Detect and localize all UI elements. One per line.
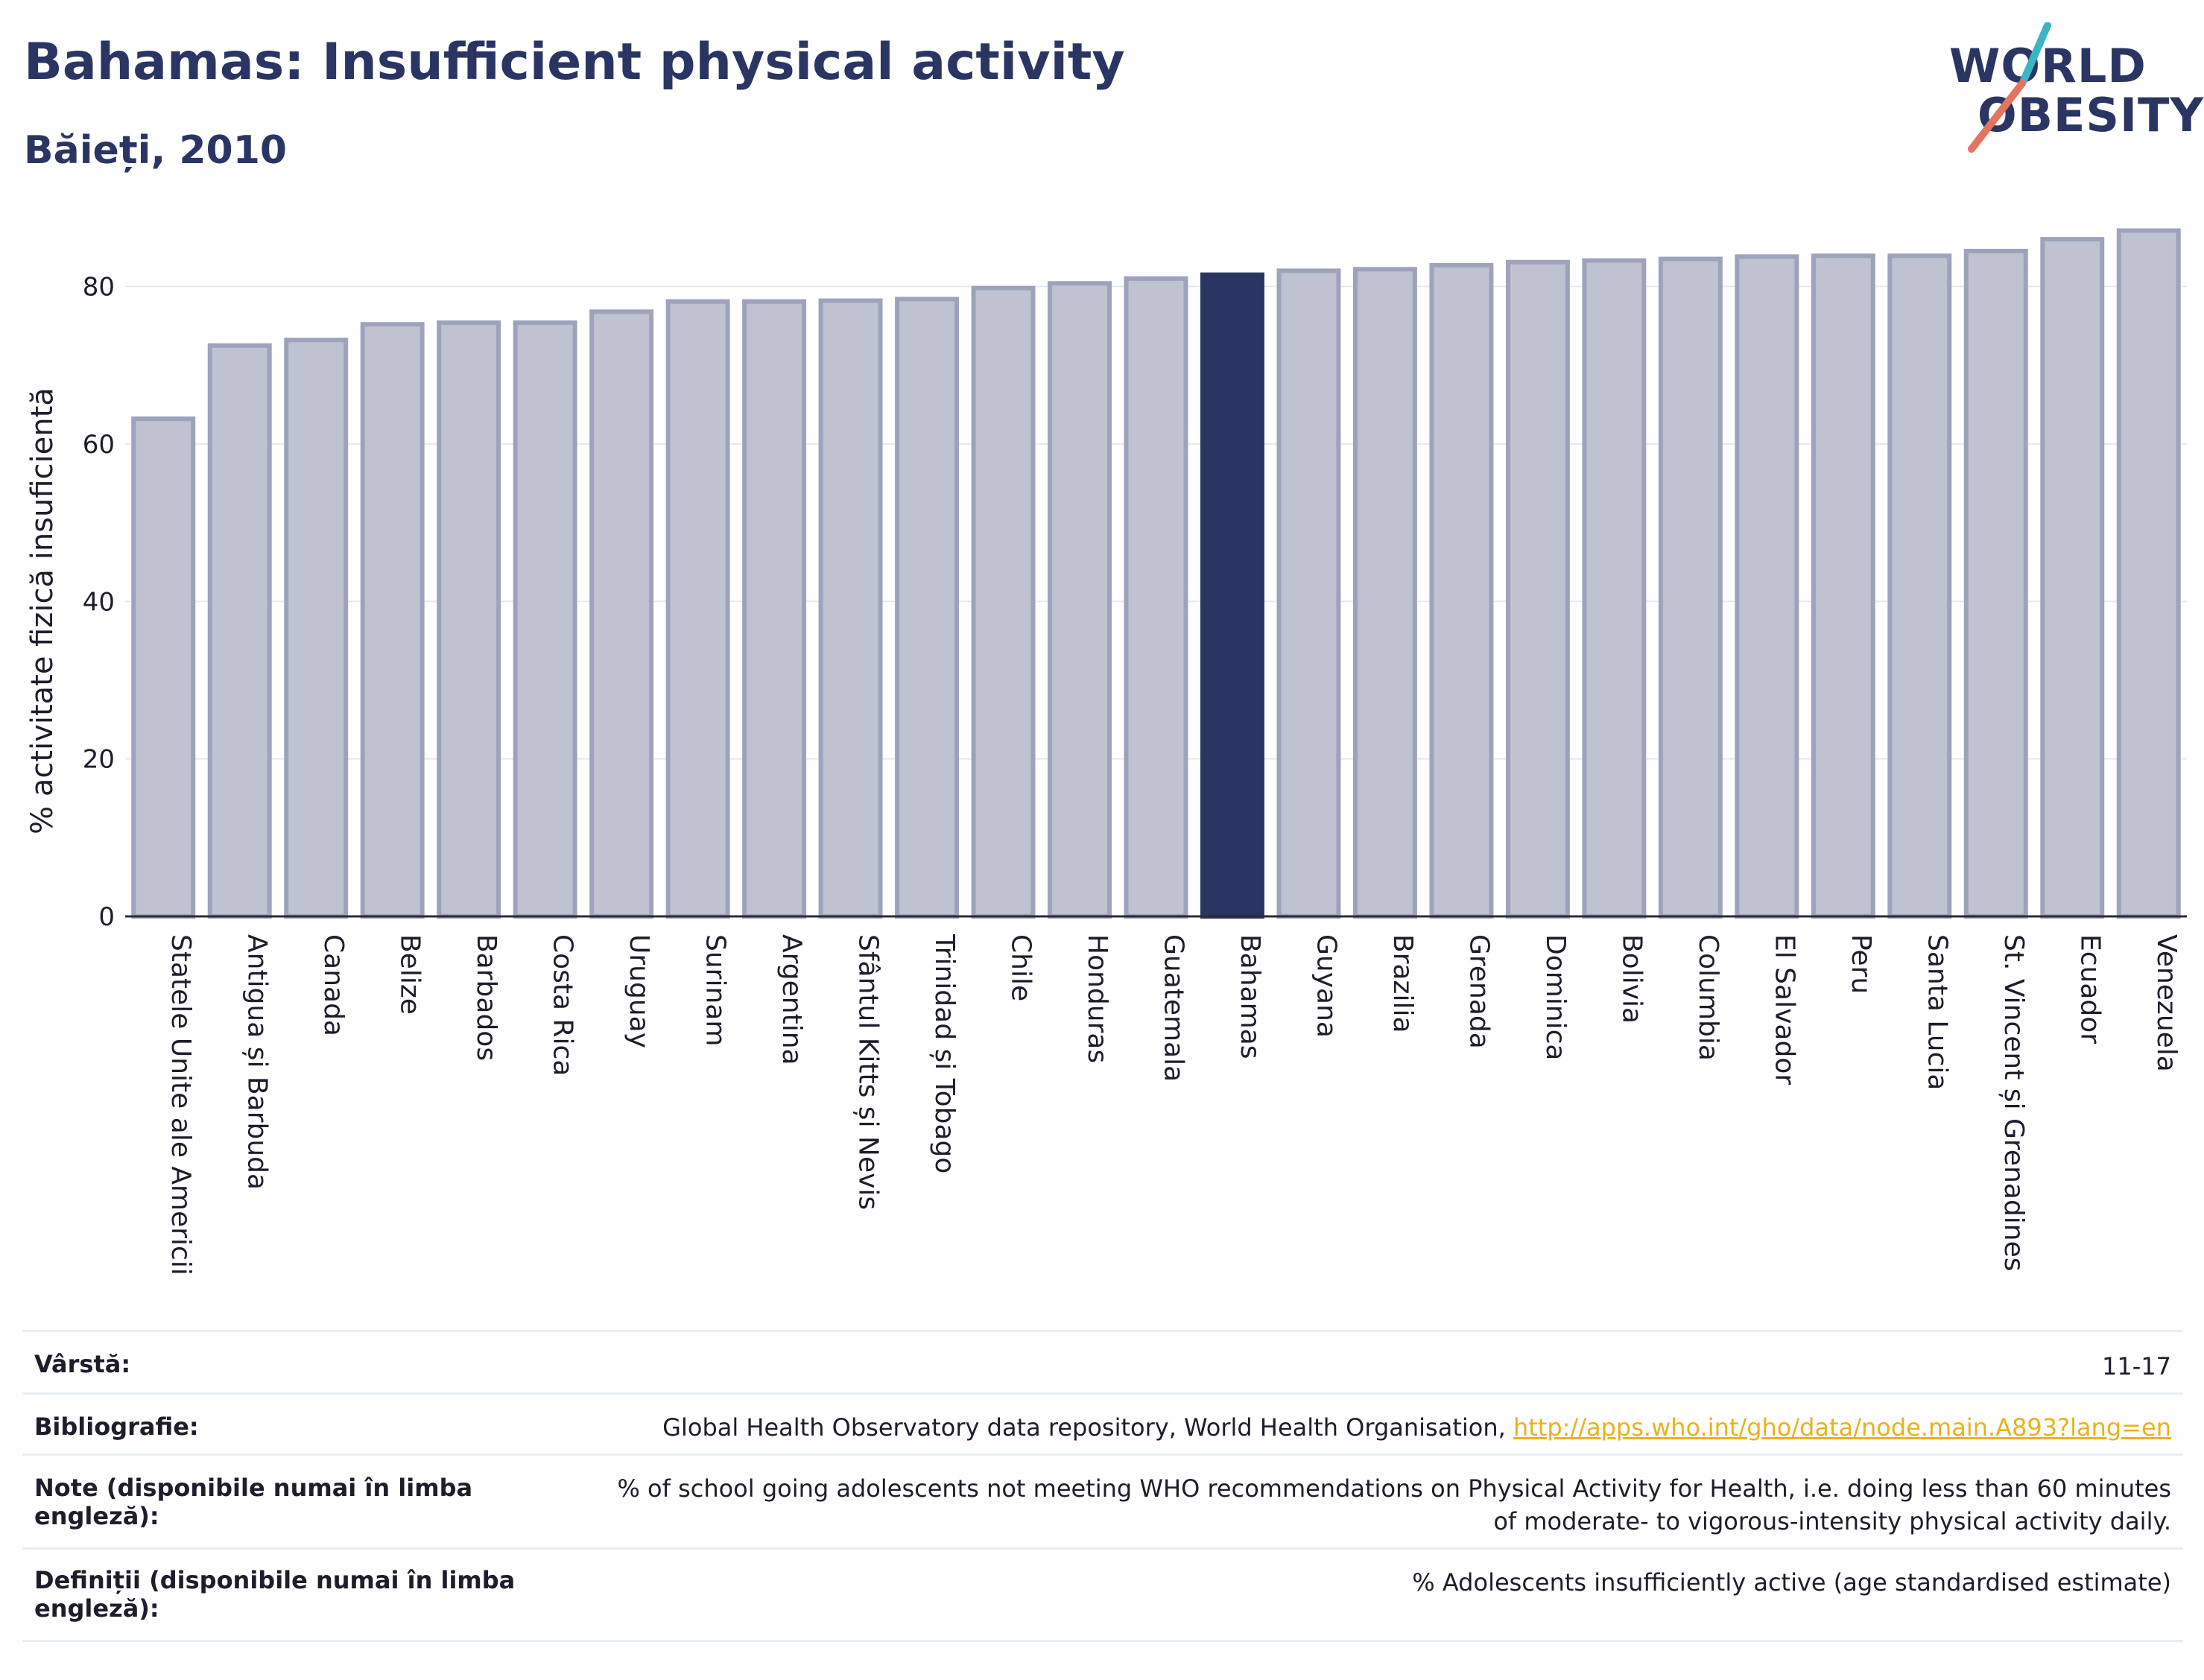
x-tick-label: Antigua și Barbuda [242, 934, 273, 1190]
x-tick-label: Argentina [776, 934, 807, 1065]
bar [971, 285, 1036, 919]
chart-subtitle: Băieți, 2010 [24, 128, 288, 173]
bar [589, 309, 654, 919]
x-tick-label: Uruguay [624, 934, 654, 1048]
world-obesity-logo: WORLD OBESITY [1945, 22, 2203, 156]
meta-defs-value: % Adolescents insufficiently active (age… [583, 1547, 2183, 1642]
bar [1887, 253, 1952, 919]
logo-line-2: OBESITY [1977, 88, 2204, 142]
meta-age-label: Vârstă: [22, 1330, 583, 1394]
meta-row-bibliography: Bibliografie: Global Health Observatory … [22, 1392, 2183, 1455]
bar [284, 337, 349, 919]
x-tick-label: Surinam [700, 934, 731, 1046]
y-tick-label: 60 [83, 430, 115, 460]
x-tick-label: Guyana [1311, 934, 1341, 1038]
bar [1352, 267, 1417, 919]
bar [1582, 258, 1647, 919]
x-tick-label: Bolivia [1616, 934, 1647, 1024]
bar [665, 299, 730, 919]
x-tick-label: Peru [1846, 934, 1876, 994]
y-tick-label: 0 [98, 902, 115, 932]
y-tick-label: 20 [83, 745, 115, 775]
meta-biblio-label: Bibliografie: [22, 1392, 583, 1455]
bar [1658, 256, 1723, 919]
x-tick-label: Grenada [1463, 934, 1494, 1049]
x-tick-label: Dominica [1540, 934, 1571, 1061]
bar [360, 322, 425, 919]
x-tick-label: Columbia [1693, 934, 1723, 1061]
y-tick-label: 40 [83, 587, 115, 617]
bar [1124, 276, 1188, 919]
bar [2040, 237, 2105, 919]
meta-biblio-text: Global Health Observatory data repositor… [662, 1413, 1513, 1442]
y-tick-label: 80 [83, 273, 115, 302]
bar [895, 297, 960, 919]
bar [1048, 281, 1112, 919]
bar [818, 298, 883, 919]
x-tick-label: Canada [318, 934, 349, 1036]
bar [513, 320, 577, 919]
x-tick-label: Sfântul Kitts și Nevis [853, 934, 884, 1210]
x-tick-label: Bahamas [1235, 934, 1265, 1059]
meta-row-age: Vârstă: 11-17 [22, 1330, 2183, 1394]
x-tick-label: Santa Lucia [1922, 934, 1952, 1090]
x-tick-label: Brazilia [1387, 934, 1418, 1033]
x-tick-label: Statele Unite ale Americii [165, 934, 196, 1275]
x-tick-label: Honduras [1082, 934, 1112, 1063]
x-tick-label: El Salvador [1769, 934, 1799, 1085]
x-tick-label: Venezuela [2151, 934, 2182, 1072]
bar [207, 343, 272, 919]
logo-line-1: WORLD [1949, 39, 2147, 93]
bar [437, 320, 501, 919]
bar-highlighted [1200, 272, 1264, 919]
bar-chart: 0 20 40 60 80 Statele Unite ale Americii Antig… [25, 228, 2187, 1275]
meta-row-notes: Note (disponibile numai în limba engleză… [22, 1454, 2183, 1549]
x-tick-label: Guatemala [1159, 934, 1189, 1082]
meta-row-definitions: Definiții (disponibile numai în limba en… [22, 1547, 2183, 1642]
bar [742, 299, 807, 919]
metadata-table: Vârstă: 11-17 Bibliografie: Global Healt… [22, 1330, 2183, 1642]
logo-slash-icon [1968, 22, 2051, 153]
x-tick-label: St. Vincent și Grenadines [1998, 934, 2029, 1272]
x-tick-label: Costa Rica [548, 934, 578, 1076]
biblio-link[interactable]: http://apps.who.int/gho/data/node.main.A… [1513, 1413, 2171, 1442]
x-tick-label: Barbados [471, 934, 501, 1061]
bar [1735, 254, 1799, 919]
bar [131, 416, 196, 919]
meta-biblio-value: Global Health Observatory data repositor… [583, 1392, 2183, 1455]
meta-defs-label: Definiții (disponibile numai în limba en… [22, 1547, 583, 1642]
x-tick-label: Belize [395, 934, 425, 1015]
bar [1276, 268, 1341, 919]
meta-age-value: 11-17 [583, 1330, 2183, 1394]
meta-notes-value: % of school going adolescents not meetin… [583, 1454, 2183, 1549]
y-axis-label: % activitate fizică insuficientă [25, 387, 60, 834]
chart-title: Bahamas: Insufficient physical activity [24, 33, 1125, 92]
bar [1505, 259, 1570, 919]
bar [1811, 253, 1875, 919]
meta-notes-label: Note (disponibile numai în limba engleză… [22, 1454, 583, 1549]
bar [1429, 263, 1494, 919]
x-tick-label: Ecuador [2074, 934, 2105, 1044]
bar [2116, 228, 2181, 919]
x-tick-label: Chile [1006, 934, 1036, 1001]
bar [1963, 248, 2028, 919]
x-tick-label: Trinidad și Tobago [929, 933, 960, 1173]
